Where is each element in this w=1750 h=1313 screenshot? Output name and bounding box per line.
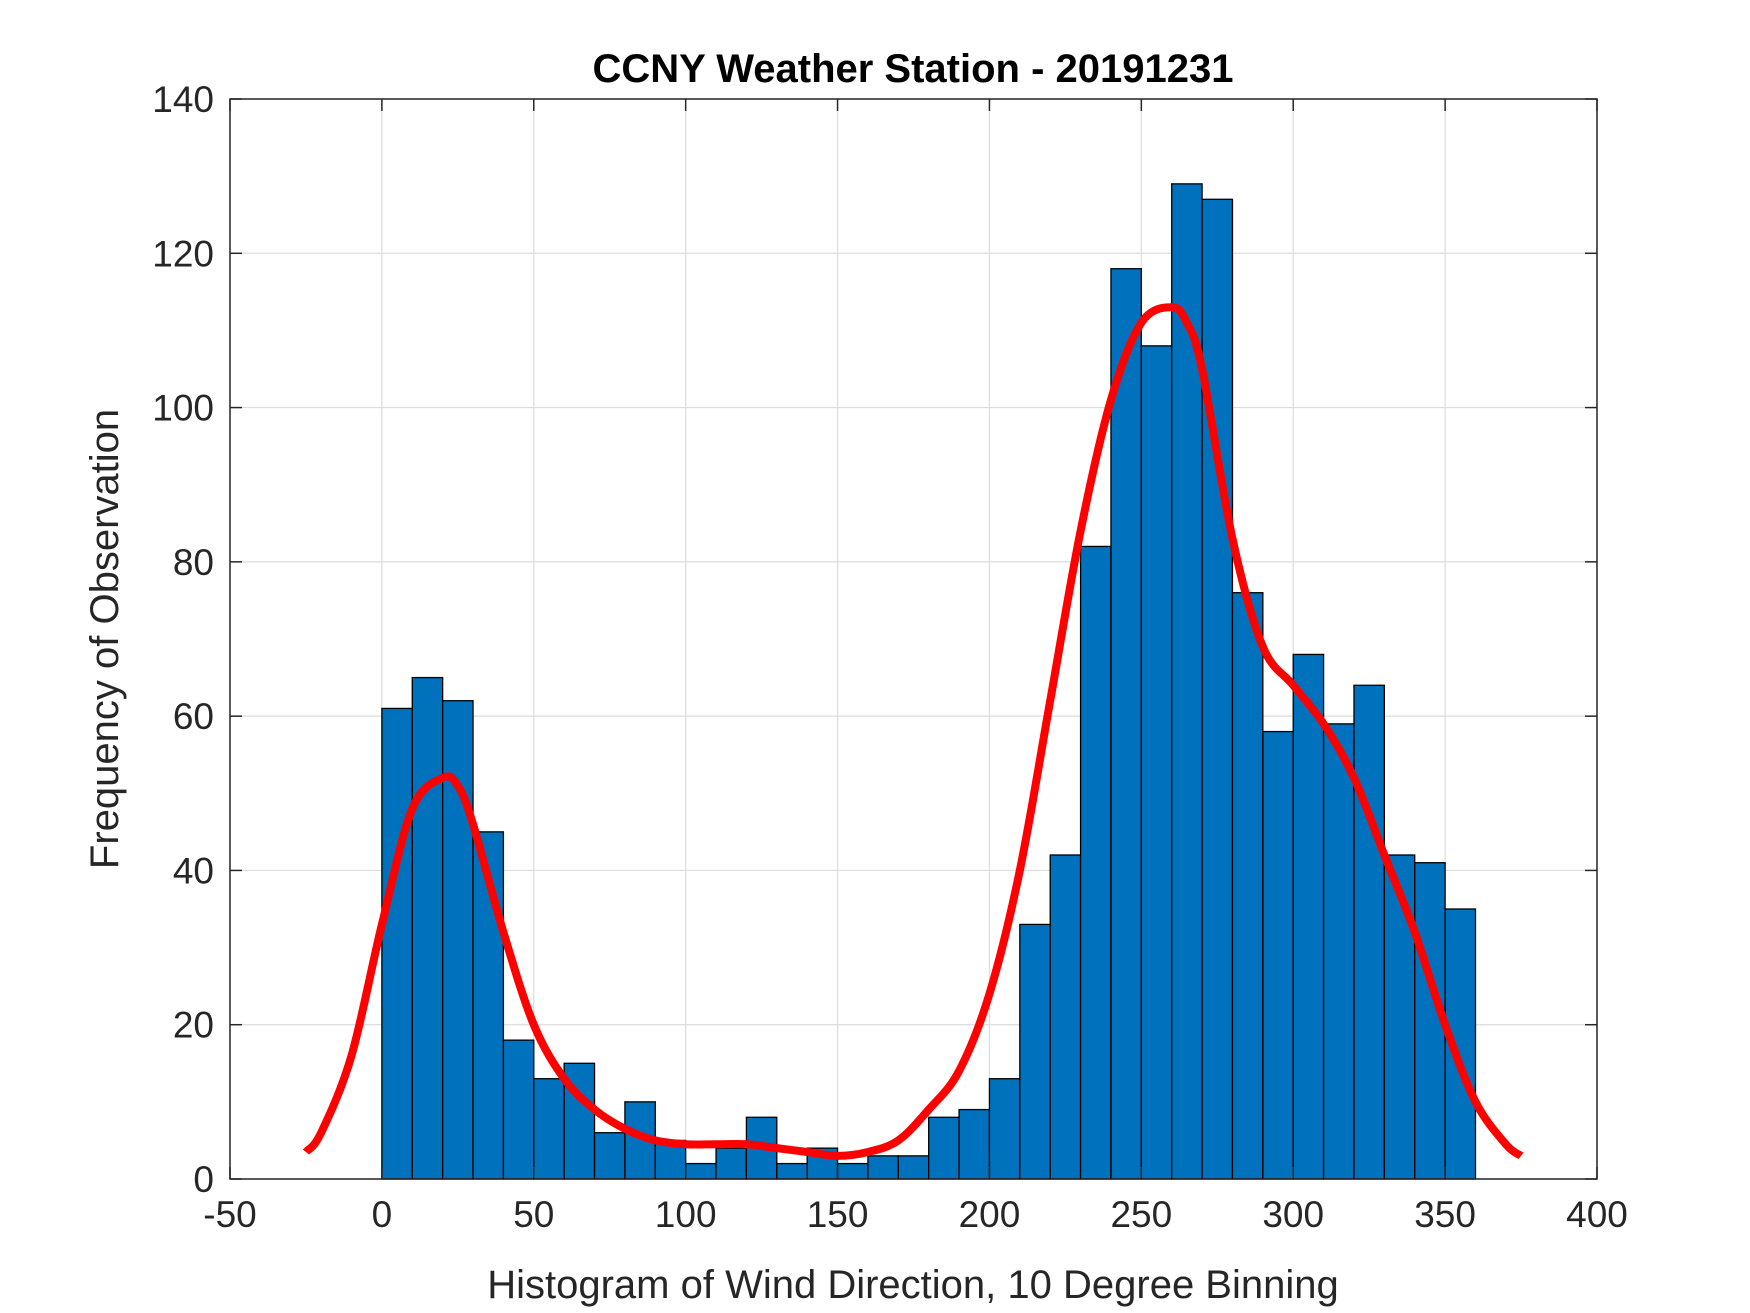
- histogram-bar: [1019, 923, 1051, 1180]
- histogram-bar: [1383, 854, 1416, 1180]
- histogram-bar: [867, 1155, 899, 1180]
- histogram-bar: [1353, 684, 1386, 1180]
- y-axis-label: Frequency of Observation: [83, 409, 127, 869]
- y-tick-label: 40: [173, 850, 214, 891]
- fit-curve-layer: [302, 303, 1524, 1160]
- histogram-bar: [1110, 268, 1142, 1180]
- histogram-bar: [381, 707, 413, 1180]
- y-tick-label: 120: [152, 233, 214, 274]
- histogram-bars: [381, 183, 1477, 1180]
- y-tick-label: 60: [173, 696, 214, 737]
- histogram-bar: [897, 1155, 930, 1180]
- histogram-bar: [533, 1078, 565, 1180]
- histogram-bar: [411, 676, 444, 1180]
- histogram-bar: [1079, 545, 1112, 1180]
- x-tick-label: 100: [655, 1194, 717, 1235]
- x-tick-label: 200: [959, 1194, 1021, 1235]
- histogram-bar: [502, 1039, 535, 1180]
- y-tick-label: 80: [173, 542, 214, 583]
- histogram-bar: [928, 1116, 960, 1180]
- tick-marks: [229, 98, 1598, 1180]
- histogram-bar: [836, 1162, 869, 1180]
- histogram-bar: [1171, 183, 1203, 1180]
- y-tick-labels: 0 20 40 60 80 100 120 140: [152, 79, 214, 1200]
- axes-box: [229, 98, 1598, 1180]
- x-tick-label: 300: [1262, 1194, 1324, 1235]
- x-tick-label: 250: [1110, 1194, 1172, 1235]
- histogram-bar: [1262, 730, 1294, 1180]
- histogram-bar: [1322, 723, 1355, 1180]
- histogram-bar: [685, 1162, 717, 1180]
- x-axis-label: Histogram of Wind Direction, 10 Degree B…: [487, 1263, 1339, 1307]
- histogram-bar: [593, 1132, 626, 1180]
- histogram-bar: [715, 1147, 748, 1180]
- histogram-bar: [1231, 592, 1264, 1180]
- y-tick-label: 140: [152, 79, 214, 120]
- x-tick-label: -50: [203, 1194, 256, 1235]
- histogram-bar: [1049, 854, 1082, 1180]
- histogram-bar: [958, 1108, 991, 1180]
- x-tick-label: 400: [1566, 1194, 1628, 1235]
- y-tick-label: 20: [173, 1005, 214, 1046]
- x-tick-label: 0: [372, 1194, 393, 1235]
- density-fit-curve: [302, 303, 1524, 1160]
- histogram-bar: [988, 1078, 1021, 1180]
- histogram-bar: [1292, 653, 1325, 1180]
- histogram-bar: [1201, 198, 1234, 1180]
- histogram-bar: [1140, 345, 1173, 1180]
- x-tick-label: 50: [513, 1194, 554, 1235]
- y-tick-label: 0: [193, 1159, 214, 1200]
- y-tick-label: 100: [152, 388, 214, 429]
- x-tick-label: 150: [807, 1194, 869, 1235]
- histogram-bar: [776, 1162, 808, 1180]
- x-tick-labels: -50 0 50 100 150 200 250 300 350 400: [203, 1194, 1628, 1235]
- x-tick-label: 350: [1414, 1194, 1476, 1235]
- chart-title: CCNY Weather Station - 20191231: [593, 47, 1234, 91]
- histogram-bar: [563, 1062, 596, 1180]
